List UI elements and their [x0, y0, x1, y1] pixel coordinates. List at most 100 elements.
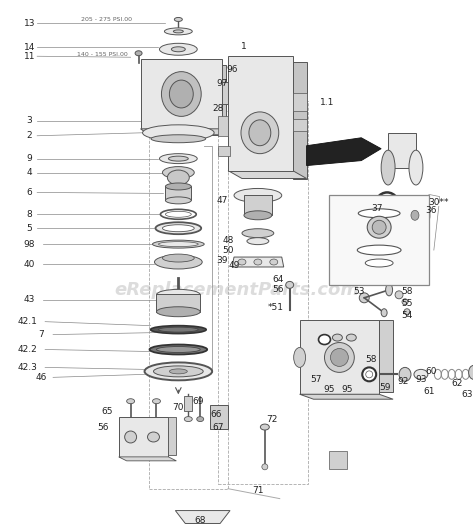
Ellipse shape — [165, 197, 191, 204]
Ellipse shape — [409, 150, 423, 185]
Ellipse shape — [400, 196, 430, 234]
Text: 40: 40 — [24, 260, 35, 269]
Ellipse shape — [254, 259, 262, 265]
Ellipse shape — [165, 211, 191, 217]
Ellipse shape — [167, 170, 189, 185]
Bar — [118, 417, 168, 457]
Circle shape — [402, 299, 408, 305]
Ellipse shape — [159, 44, 197, 55]
Polygon shape — [118, 457, 176, 461]
Ellipse shape — [330, 348, 348, 366]
Text: 2: 2 — [27, 131, 32, 140]
Text: 58: 58 — [401, 287, 413, 296]
Text: 58: 58 — [365, 355, 377, 364]
Text: 205 - 275 PSI.00: 205 - 275 PSI.00 — [81, 17, 132, 22]
Ellipse shape — [161, 209, 196, 219]
Text: 64: 64 — [272, 276, 283, 285]
Text: 6: 6 — [27, 188, 32, 197]
Bar — [148, 65, 226, 135]
Polygon shape — [228, 170, 307, 178]
Text: 49: 49 — [228, 261, 240, 270]
Bar — [218, 101, 308, 484]
Circle shape — [404, 309, 410, 315]
Polygon shape — [307, 138, 381, 166]
Ellipse shape — [249, 120, 271, 145]
Text: 14: 14 — [24, 43, 35, 52]
Text: 42.3: 42.3 — [17, 363, 37, 372]
Ellipse shape — [169, 80, 193, 108]
Ellipse shape — [332, 334, 342, 341]
Circle shape — [395, 291, 403, 299]
Text: 54: 54 — [401, 311, 413, 320]
Text: 43: 43 — [24, 295, 35, 304]
Ellipse shape — [234, 189, 282, 202]
Ellipse shape — [346, 334, 356, 341]
Ellipse shape — [406, 203, 424, 227]
Text: 97: 97 — [216, 79, 228, 88]
Text: 95: 95 — [342, 385, 353, 394]
Ellipse shape — [469, 365, 474, 379]
Bar — [184, 396, 192, 411]
Ellipse shape — [147, 432, 159, 442]
Ellipse shape — [155, 255, 202, 269]
Ellipse shape — [399, 367, 411, 381]
Text: 3: 3 — [27, 116, 32, 125]
Text: 39: 39 — [216, 255, 228, 264]
Ellipse shape — [244, 211, 272, 220]
Text: 71: 71 — [252, 486, 264, 495]
Text: 47: 47 — [217, 196, 228, 205]
Text: 68: 68 — [194, 516, 206, 525]
Ellipse shape — [158, 242, 198, 246]
Bar — [228, 56, 292, 170]
Text: 1.1: 1.1 — [320, 98, 335, 107]
Text: 42.2: 42.2 — [18, 345, 37, 354]
Ellipse shape — [156, 289, 200, 301]
Text: 98: 98 — [24, 239, 35, 249]
Text: 50: 50 — [222, 246, 234, 254]
Text: 4: 4 — [27, 168, 32, 177]
Ellipse shape — [163, 254, 194, 262]
Text: 48: 48 — [222, 236, 234, 245]
Ellipse shape — [247, 238, 269, 245]
Bar — [244, 195, 272, 215]
Text: 70: 70 — [173, 402, 184, 412]
Bar — [141, 59, 222, 129]
Bar — [210, 405, 228, 429]
Ellipse shape — [357, 245, 401, 255]
Ellipse shape — [242, 229, 274, 238]
Text: 60: 60 — [425, 367, 437, 376]
Ellipse shape — [365, 259, 393, 267]
Ellipse shape — [366, 371, 373, 378]
Ellipse shape — [151, 135, 206, 143]
Text: 46: 46 — [36, 373, 47, 382]
Bar — [148, 111, 228, 489]
Ellipse shape — [286, 281, 294, 288]
Ellipse shape — [294, 347, 306, 367]
Text: 7: 7 — [38, 330, 44, 339]
Bar — [300, 320, 379, 394]
Text: 92: 92 — [397, 377, 409, 386]
Ellipse shape — [135, 51, 142, 56]
Ellipse shape — [125, 431, 137, 443]
Bar — [218, 116, 228, 136]
Ellipse shape — [163, 167, 194, 178]
Ellipse shape — [373, 192, 401, 228]
Ellipse shape — [154, 366, 203, 377]
Ellipse shape — [151, 326, 206, 333]
Ellipse shape — [153, 240, 204, 248]
Bar — [168, 417, 176, 455]
Text: 140 - 155 PSI.00: 140 - 155 PSI.00 — [77, 52, 128, 57]
Text: 63: 63 — [461, 390, 473, 399]
Ellipse shape — [168, 156, 188, 161]
Ellipse shape — [381, 309, 387, 316]
Ellipse shape — [172, 47, 185, 52]
Ellipse shape — [173, 30, 183, 33]
Text: 66: 66 — [210, 409, 222, 418]
Ellipse shape — [238, 259, 246, 265]
Ellipse shape — [241, 112, 279, 153]
Text: 13: 13 — [24, 19, 35, 28]
Ellipse shape — [162, 72, 201, 116]
Ellipse shape — [359, 293, 369, 303]
Ellipse shape — [260, 424, 269, 430]
Text: eReplacementParts.com: eReplacementParts.com — [114, 281, 360, 299]
